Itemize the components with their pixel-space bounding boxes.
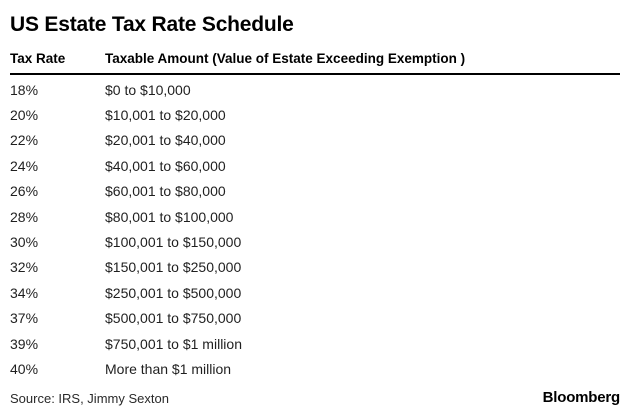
tax-rate-cell: 40% <box>10 360 39 377</box>
taxable-amount-cell: $10,001 to $20,000 <box>105 107 226 124</box>
tax-rate-cell: 32% <box>10 259 39 276</box>
table-row: 37% $500,001 to $750,000 <box>10 306 620 331</box>
table-row: 32% $150,001 to $250,000 <box>10 255 620 280</box>
table-header-row: Tax Rate Taxable Amount (Value of Estate… <box>10 52 620 75</box>
tax-rate-cell: 39% <box>10 335 39 352</box>
figure-footer: Source: IRS, Jimmy Sexton Bloomberg <box>10 389 620 406</box>
source-note: Source: IRS, Jimmy Sexton <box>10 391 169 406</box>
tax-rate-cell: 37% <box>10 310 39 327</box>
taxable-amount-cell: $60,001 to $80,000 <box>105 183 226 200</box>
table-row: 40% More than $1 million <box>10 356 620 381</box>
taxable-amount-cell: $40,001 to $60,000 <box>105 157 226 174</box>
taxable-amount-cell: $150,001 to $250,000 <box>105 259 242 276</box>
tax-rate-cell: 20% <box>10 107 39 124</box>
tax-rate-cell: 26% <box>10 183 39 200</box>
column-header-tax-rate: Tax Rate <box>10 51 66 66</box>
table-row: 39% $750,001 to $1 million <box>10 331 620 356</box>
table-row: 20% $10,001 to $20,000 <box>10 102 620 127</box>
tax-rate-cell: 28% <box>10 208 39 225</box>
column-header-taxable-amount: Taxable Amount (Value of Estate Exceedin… <box>105 51 466 66</box>
table-row: 28% $80,001 to $100,000 <box>10 204 620 229</box>
table-row: 30% $100,001 to $150,000 <box>10 229 620 254</box>
taxable-amount-cell: $100,001 to $150,000 <box>105 234 242 251</box>
taxable-amount-cell: $750,001 to $1 million <box>105 335 242 352</box>
table-row: 26% $60,001 to $80,000 <box>10 179 620 204</box>
tax-rate-cell: 30% <box>10 234 39 251</box>
table-row: 34% $250,001 to $500,000 <box>10 280 620 305</box>
tax-rate-cell: 24% <box>10 157 39 174</box>
bloomberg-wordmark: Bloomberg <box>542 389 621 406</box>
table-row: 18% $0 to $10,000 <box>10 77 620 102</box>
table-row: 22% $20,001 to $40,000 <box>10 128 620 153</box>
taxable-amount-cell: $500,001 to $750,000 <box>105 310 242 327</box>
tax-rate-cell: 18% <box>10 81 39 98</box>
taxable-amount-cell: More than $1 million <box>105 360 232 377</box>
table-row: 24% $40,001 to $60,000 <box>10 153 620 178</box>
taxable-amount-cell: $20,001 to $40,000 <box>105 132 226 149</box>
taxable-amount-cell: $250,001 to $500,000 <box>105 284 242 301</box>
tax-rate-cell: 34% <box>10 284 39 301</box>
page-title: US Estate Tax Rate Schedule <box>10 13 294 36</box>
tax-rate-cell: 22% <box>10 132 39 149</box>
taxable-amount-cell: $80,001 to $100,000 <box>105 208 234 225</box>
taxable-amount-cell: $0 to $10,000 <box>105 81 191 98</box>
table-body: 18% $0 to $10,000 20% $10,001 to $20,000… <box>10 77 620 382</box>
